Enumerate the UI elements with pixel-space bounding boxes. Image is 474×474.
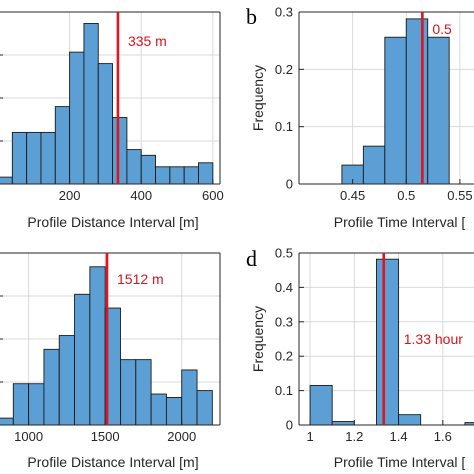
histogram-bar [11,131,28,185]
histogram-bar [0,176,13,185]
histogram-bar [169,166,185,185]
x-tick-label: 400 [130,188,152,203]
median-annotation: 1512 m [117,271,164,287]
x-tick-label: 1.4 [390,429,408,444]
histogram-bar [83,23,99,185]
y-tick-label: 0.3 [275,5,293,20]
panel-a: 335 m 200 400 600 Profile Distance Interval … [0,11,224,230]
panel-b: 0.5 0.45 0.5 0.55 0 0.1 0.2 0.3 Profile Time Int… [246,4,474,230]
panel-letter: d [246,246,257,271]
histogram-bar [181,369,198,426]
y-tick-label: 0.2 [275,349,293,364]
histogram-bar [26,131,42,185]
x-tick-label: 200 [59,188,81,203]
histogram-bar [12,383,30,426]
median-annotation: 0.5 [432,21,452,37]
histogram-bar [120,359,137,426]
histogram-bar [384,36,407,185]
panel-letter: b [246,4,257,29]
histogram-bar [54,106,71,185]
x-tick-label: 1500 [91,429,120,444]
x-tick-label: 1.2 [345,429,363,444]
histogram-bar [183,166,199,185]
histogram-bar [135,359,152,426]
y-tick-label: 0.4 [275,280,293,295]
median-annotation: 1.33 hour [404,331,463,347]
histogram-bar [375,258,400,426]
histogram-bar [0,417,14,426]
histogram-bar [40,131,56,185]
histogram-bar [69,51,85,185]
histogram-bar [28,383,45,426]
median-annotation: 335 m [128,33,167,49]
histogram-bar [331,421,355,426]
histogram-bar [155,166,171,185]
y-tick-label: 0.2 [275,62,293,77]
histogram-bar [464,422,474,426]
x-tick-label: 0.55 [447,188,472,203]
histogram-bar [398,414,422,426]
y-tick-label: 0 [286,177,293,192]
x-axis-label: Profile Distance Interval [m] [27,454,198,470]
x-axis-label: Profile Time Interval [ [334,454,466,470]
histogram-bar [405,18,429,185]
histogram-bar [89,266,106,426]
x-tick-label: 0.45 [340,188,365,203]
panel-d: 1.33 hour 1 1.2 1.4 1.6 0 0.1 0.2 0.3 0.4 0.5 Profi… [246,246,474,470]
y-tick-label: 0.1 [275,383,293,398]
x-tick-label: 0.5 [397,188,415,203]
x-tick-label: 600 [202,188,224,203]
histogram-bar [97,63,114,185]
histogram-bar [362,145,386,185]
x-tick-label: 2000 [167,429,196,444]
y-axis-label: Frequency [250,306,266,372]
histogram-bar [165,397,183,426]
histogram-bar [427,36,450,185]
y-tick-label: 0.5 [275,246,293,261]
histogram-bar [198,162,214,185]
histogram-bar [309,384,333,426]
x-tick-label: 1000 [14,429,43,444]
histogram-bar [58,335,76,426]
x-axis-label: Profile Distance Interval [m] [27,214,198,230]
x-tick-label: 1 [306,429,313,444]
x-tick-label: 1.6 [434,429,452,444]
histogram-bar [150,393,167,426]
histogram-bar [196,390,213,426]
y-tick-label: 0.3 [275,314,293,329]
histogram-bar [74,293,91,426]
y-axis-label: Frequency [250,65,266,131]
y-tick-label: 0 [286,418,293,433]
y-tick-label: 0.1 [275,119,293,134]
histogram-bar [112,117,128,185]
histogram-bar [126,149,142,185]
histogram-bar [140,154,156,185]
histogram-bar [43,348,60,426]
x-axis-label: Profile Time Interval [ [334,214,466,230]
panel-c: 1512 m 1000 1500 2000 Profile Distance Inter… [0,252,221,470]
